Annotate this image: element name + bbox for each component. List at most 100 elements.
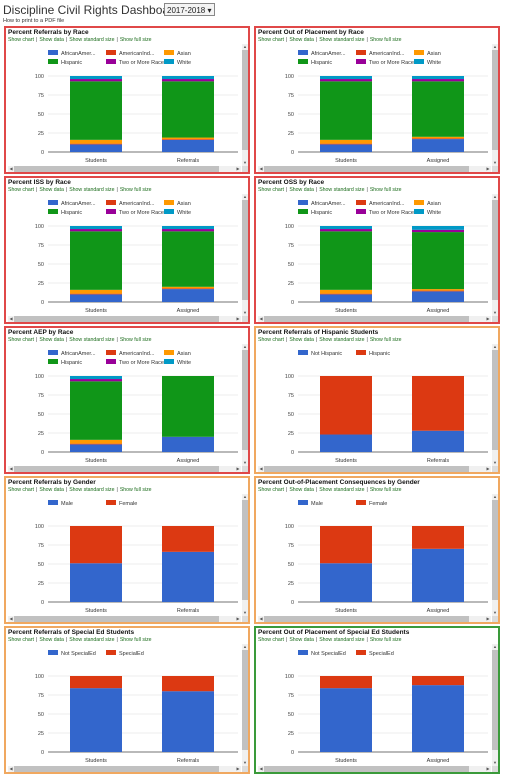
show-standard-size-link[interactable]: Show standard size [69, 637, 115, 643]
show-full-size-link[interactable]: Show full size [369, 37, 402, 43]
scroll-left-icon[interactable]: ◀ [9, 466, 13, 471]
vertical-scrollbar[interactable]: ▲ ▼ [242, 494, 248, 616]
scroll-down-icon[interactable]: ▼ [493, 610, 497, 615]
show-data-link[interactable]: Show data [39, 337, 64, 343]
show-full-size-link[interactable]: Show full size [119, 187, 152, 193]
show-full-size-link[interactable]: Show full size [119, 37, 152, 43]
show-standard-size-link[interactable]: Show standard size [319, 637, 365, 643]
scrollbar-thumb[interactable] [14, 766, 219, 772]
show-data-link[interactable]: Show data [39, 37, 64, 43]
scrollbar-thumb[interactable] [492, 200, 498, 300]
scroll-up-icon[interactable]: ▲ [493, 644, 497, 649]
pdf-help-link[interactable]: How to print to a PDF file [3, 18, 65, 24]
show-data-link[interactable]: Show data [39, 187, 64, 193]
show-chart-link[interactable]: Show chart [258, 637, 284, 643]
show-standard-size-link[interactable]: Show standard size [319, 337, 365, 343]
scroll-right-icon[interactable]: ▶ [486, 166, 490, 171]
scroll-left-icon[interactable]: ◀ [259, 616, 263, 621]
scroll-left-icon[interactable]: ◀ [9, 166, 13, 171]
horizontal-scrollbar[interactable]: ◀ ▶ [258, 616, 491, 622]
horizontal-scrollbar[interactable]: ◀ ▶ [8, 766, 241, 772]
scrollbar-thumb[interactable] [14, 616, 219, 622]
show-chart-link[interactable]: Show chart [258, 37, 284, 43]
show-chart-link[interactable]: Show chart [8, 187, 34, 193]
vertical-scrollbar[interactable]: ▲ ▼ [242, 344, 248, 466]
scroll-up-icon[interactable]: ▲ [493, 494, 497, 499]
scroll-left-icon[interactable]: ◀ [259, 466, 263, 471]
scroll-up-icon[interactable]: ▲ [243, 344, 247, 349]
show-chart-link[interactable]: Show chart [258, 337, 284, 343]
horizontal-scrollbar[interactable]: ◀ ▶ [258, 166, 491, 172]
vertical-scrollbar[interactable]: ▲ ▼ [242, 194, 248, 316]
scrollbar-thumb[interactable] [242, 650, 248, 750]
scrollbar-thumb[interactable] [242, 50, 248, 150]
scroll-right-icon[interactable]: ▶ [486, 616, 490, 621]
show-full-size-link[interactable]: Show full size [369, 187, 402, 193]
show-chart-link[interactable]: Show chart [8, 637, 34, 643]
scroll-up-icon[interactable]: ▲ [493, 344, 497, 349]
show-data-link[interactable]: Show data [289, 637, 314, 643]
scrollbar-thumb[interactable] [242, 200, 248, 300]
scroll-up-icon[interactable]: ▲ [493, 44, 497, 49]
scroll-down-icon[interactable]: ▼ [493, 460, 497, 465]
vertical-scrollbar[interactable]: ▲ ▼ [492, 194, 498, 316]
scrollbar-thumb[interactable] [492, 650, 498, 750]
scroll-left-icon[interactable]: ◀ [9, 616, 13, 621]
show-standard-size-link[interactable]: Show standard size [319, 487, 365, 493]
scrollbar-thumb[interactable] [264, 466, 469, 472]
show-chart-link[interactable]: Show chart [8, 37, 34, 43]
scrollbar-thumb[interactable] [492, 50, 498, 150]
scroll-down-icon[interactable]: ▼ [243, 160, 247, 165]
show-standard-size-link[interactable]: Show standard size [69, 487, 115, 493]
show-full-size-link[interactable]: Show full size [119, 337, 152, 343]
scroll-left-icon[interactable]: ◀ [9, 766, 13, 771]
show-standard-size-link[interactable]: Show standard size [319, 187, 365, 193]
scroll-right-icon[interactable]: ▶ [236, 766, 240, 771]
scrollbar-thumb[interactable] [14, 316, 219, 322]
scrollbar-thumb[interactable] [264, 616, 469, 622]
show-data-link[interactable]: Show data [289, 337, 314, 343]
horizontal-scrollbar[interactable]: ◀ ▶ [8, 616, 241, 622]
scroll-up-icon[interactable]: ▲ [493, 194, 497, 199]
show-data-link[interactable]: Show data [39, 487, 64, 493]
scroll-right-icon[interactable]: ▶ [486, 466, 490, 471]
show-chart-link[interactable]: Show chart [8, 337, 34, 343]
vertical-scrollbar[interactable]: ▲ ▼ [492, 494, 498, 616]
scroll-up-icon[interactable]: ▲ [243, 44, 247, 49]
scroll-right-icon[interactable]: ▶ [236, 166, 240, 171]
scroll-right-icon[interactable]: ▶ [486, 766, 490, 771]
show-standard-size-link[interactable]: Show standard size [69, 37, 115, 43]
scroll-left-icon[interactable]: ◀ [259, 166, 263, 171]
scroll-left-icon[interactable]: ◀ [259, 316, 263, 321]
vertical-scrollbar[interactable]: ▲ ▼ [242, 44, 248, 166]
show-data-link[interactable]: Show data [289, 487, 314, 493]
scrollbar-thumb[interactable] [492, 500, 498, 600]
scroll-down-icon[interactable]: ▼ [243, 310, 247, 315]
show-full-size-link[interactable]: Show full size [369, 487, 402, 493]
show-data-link[interactable]: Show data [39, 637, 64, 643]
scroll-left-icon[interactable]: ◀ [9, 316, 13, 321]
scroll-down-icon[interactable]: ▼ [493, 160, 497, 165]
show-chart-link[interactable]: Show chart [8, 487, 34, 493]
horizontal-scrollbar[interactable]: ◀ ▶ [258, 766, 491, 772]
show-chart-link[interactable]: Show chart [258, 187, 284, 193]
horizontal-scrollbar[interactable]: ◀ ▶ [258, 466, 491, 472]
show-data-link[interactable]: Show data [289, 187, 314, 193]
scrollbar-thumb[interactable] [242, 350, 248, 450]
show-full-size-link[interactable]: Show full size [119, 487, 152, 493]
scroll-right-icon[interactable]: ▶ [236, 466, 240, 471]
show-standard-size-link[interactable]: Show standard size [319, 37, 365, 43]
vertical-scrollbar[interactable]: ▲ ▼ [492, 344, 498, 466]
horizontal-scrollbar[interactable]: ◀ ▶ [258, 316, 491, 322]
show-full-size-link[interactable]: Show full size [369, 337, 402, 343]
show-standard-size-link[interactable]: Show standard size [69, 187, 115, 193]
show-standard-size-link[interactable]: Show standard size [69, 337, 115, 343]
scrollbar-thumb[interactable] [14, 466, 219, 472]
scroll-right-icon[interactable]: ▶ [486, 316, 490, 321]
horizontal-scrollbar[interactable]: ◀ ▶ [8, 316, 241, 322]
show-full-size-link[interactable]: Show full size [369, 637, 402, 643]
scroll-down-icon[interactable]: ▼ [493, 310, 497, 315]
scroll-up-icon[interactable]: ▲ [243, 644, 247, 649]
scroll-up-icon[interactable]: ▲ [243, 494, 247, 499]
scroll-right-icon[interactable]: ▶ [236, 316, 240, 321]
